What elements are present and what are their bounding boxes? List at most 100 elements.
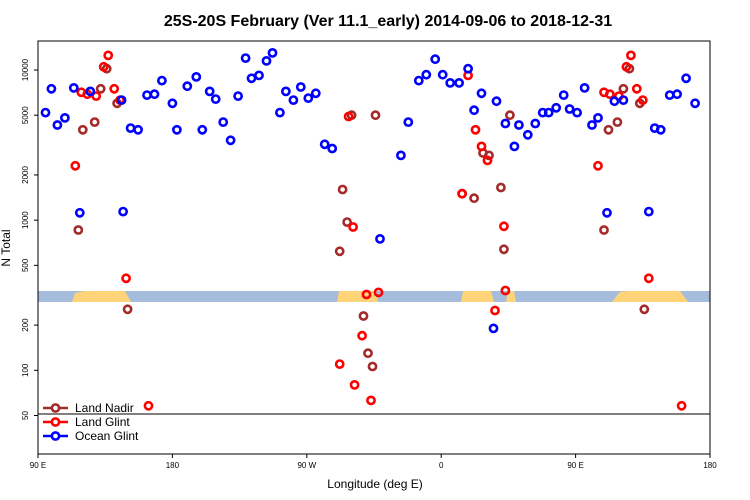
land-glint-point: [605, 89, 615, 100]
ocean-glint-point: [587, 120, 597, 130]
legend-marker-land-nadir: [50, 403, 61, 413]
ocean-glint-point: [491, 96, 502, 107]
ocean-glint-point: [664, 90, 675, 100]
ocean-glint-point: [116, 95, 127, 105]
ocean-glint-point: [280, 86, 291, 97]
ocean-glint-point: [310, 88, 321, 99]
legend-label-ocean-glint: Ocean Glint: [75, 429, 139, 443]
ocean-glint-point: [142, 90, 152, 100]
land-glint-point: [631, 83, 642, 94]
ocean-glint-point: [672, 89, 682, 100]
ocean-glint-point: [240, 53, 251, 63]
ocean-glint-point: [375, 233, 385, 244]
land-glint-point: [348, 222, 358, 232]
ocean-glint-point: [210, 94, 221, 104]
legend-marker-ocean-glint: [50, 431, 61, 441]
land-glint-point: [593, 160, 603, 171]
land-glint-point: [373, 287, 384, 298]
ocean-glint-point: [167, 98, 178, 109]
ocean-glint-point: [395, 150, 406, 161]
land-nadir-point: [367, 361, 378, 372]
ocean-glint-point: [85, 86, 96, 97]
land-glint-point: [626, 50, 636, 61]
ocean-glint-point: [488, 323, 499, 334]
legend-item-ocean-glint: Ocean Glint: [43, 429, 139, 443]
ocean-glint-point: [655, 124, 666, 135]
legend-label-land-nadir: Land Nadir: [75, 401, 134, 415]
land-ocean-band: [38, 291, 710, 302]
land-glint-point: [98, 61, 109, 72]
ocean-glint-point: [218, 117, 229, 127]
legend-label-land-glint: Land Glint: [75, 415, 130, 429]
land-band-2: [337, 291, 378, 302]
land-nadir-point: [469, 193, 479, 204]
ocean-glint-point: [125, 123, 136, 134]
ocean-glint-point: [204, 86, 215, 97]
land-glint-point: [109, 83, 120, 94]
ocean-glint-point: [403, 117, 414, 127]
ocean-glint-point: [690, 98, 700, 109]
y-tick-label: 100: [21, 363, 30, 377]
x-tick-label: 180: [166, 461, 180, 470]
land-glint-point: [621, 61, 632, 72]
land-nadir-point: [73, 225, 84, 235]
ocean-glint-point: [303, 93, 314, 103]
ocean-glint-point: [530, 118, 541, 129]
land-glint-point: [498, 221, 509, 232]
ocean-glint-point: [643, 206, 654, 217]
land-glint-point: [637, 95, 648, 105]
land-nadir-point: [484, 150, 494, 161]
land-nadir-point: [337, 184, 348, 195]
ocean-glint-point: [602, 207, 612, 218]
legend-marker-land-glint: [50, 417, 61, 427]
ocean-glint-point: [445, 78, 456, 88]
land-glint-point: [482, 155, 493, 166]
ocean-glint-point: [319, 139, 330, 150]
land-nadir-point: [599, 225, 609, 235]
ocean-glint-point: [254, 70, 264, 81]
y-tick-label: 5000: [21, 106, 30, 124]
ocean-glint-point: [551, 102, 562, 113]
x-tick-label: 90 W: [297, 461, 316, 470]
ocean-glint-point: [413, 75, 424, 86]
land-nadir-point: [495, 182, 506, 193]
land-nadir-point: [504, 110, 515, 121]
ocean-glint-point: [52, 120, 63, 130]
ocean-glint-point: [182, 81, 193, 92]
y-axis-label: N Total: [0, 229, 13, 266]
ocean-glint-point: [197, 124, 208, 135]
ocean-glint-point: [233, 91, 243, 101]
legend-item-land-glint: Land Glint: [43, 415, 130, 429]
ocean-glint-point: [46, 83, 57, 94]
y-tick-label: 2000: [21, 166, 30, 184]
land-nadir-point: [89, 117, 100, 127]
ocean-glint-point: [261, 56, 272, 66]
ocean-glint-point: [295, 82, 306, 92]
x-axis: 90 E 180 90 W 0 90 E 180: [30, 454, 717, 470]
land-glint-point: [457, 188, 467, 199]
land-glint-point: [643, 273, 654, 284]
x-axis-label: Longitude (deg E): [327, 477, 422, 491]
y-tick-label: 1000: [21, 211, 30, 229]
ocean-glint-point: [171, 124, 182, 135]
ocean-glint-point: [509, 141, 520, 152]
x-tick-label: 90 E: [30, 461, 46, 470]
ocean-glint-point: [60, 113, 70, 123]
ocean-glint-point: [572, 107, 582, 118]
land-glint-point: [476, 141, 487, 152]
ocean-glint-point: [267, 48, 278, 58]
ocean-glint-point: [246, 73, 257, 84]
ocean-glint-point: [118, 206, 128, 217]
ocean-glint-point: [74, 207, 85, 218]
land-glint-point: [103, 50, 114, 61]
land-band-5: [612, 291, 688, 302]
land-glint-point: [361, 289, 372, 300]
ocean-glint-point: [274, 107, 285, 118]
land-nadir-point: [122, 304, 133, 315]
y-tick-label: 500: [21, 258, 30, 272]
ocean-glint-point: [225, 135, 236, 146]
ocean-glint-point: [522, 129, 533, 140]
ocean-glint-point: [593, 113, 603, 123]
